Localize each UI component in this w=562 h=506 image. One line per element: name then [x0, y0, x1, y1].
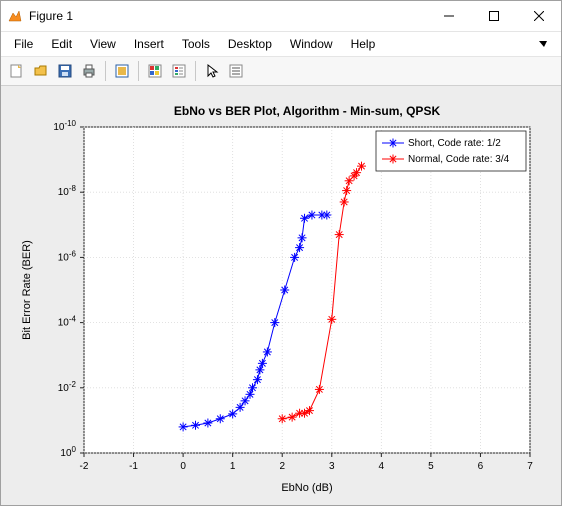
matlab-logo-icon — [7, 8, 23, 24]
svg-text:-2: -2 — [80, 461, 89, 472]
svg-text:1: 1 — [230, 461, 236, 472]
menu-tools[interactable]: Tools — [173, 37, 219, 51]
svg-text:-1: -1 — [129, 461, 138, 472]
axes[interactable]: 10010-210-410-610-810-10-2-101234567EbNo… — [10, 91, 552, 501]
svg-text:Bit Error Rate (BER): Bit Error Rate (BER) — [21, 240, 33, 340]
svg-text:3: 3 — [329, 461, 335, 472]
svg-text:Normal, Code rate: 3/4: Normal, Code rate: 3/4 — [408, 154, 510, 165]
window-title: Figure 1 — [29, 9, 426, 23]
collapse-toolstrip-button[interactable] — [529, 39, 557, 49]
open-icon — [33, 63, 49, 79]
figure-window: Figure 1 File Edit View Insert Tools Des… — [0, 0, 562, 506]
menu-help[interactable]: Help — [342, 37, 385, 51]
arrow-icon — [204, 63, 220, 79]
svg-text:7: 7 — [527, 461, 533, 472]
menubar: File Edit View Insert Tools Desktop Wind… — [1, 32, 561, 57]
maximize-icon — [489, 11, 499, 21]
svg-text:6: 6 — [478, 461, 484, 472]
svg-text:EbNo (dB): EbNo (dB) — [281, 482, 332, 494]
minimize-icon — [444, 11, 454, 21]
print-button[interactable] — [78, 60, 100, 82]
chevron-down-icon — [538, 39, 548, 49]
print-icon — [81, 63, 97, 79]
insert-colorbar-button[interactable] — [144, 60, 166, 82]
colorbar-icon — [147, 63, 163, 79]
menu-edit[interactable]: Edit — [42, 37, 81, 51]
close-button[interactable] — [516, 2, 561, 31]
toolbar-separator — [105, 61, 106, 81]
data-cursor-icon — [114, 63, 130, 79]
maximize-button[interactable] — [471, 2, 516, 31]
menu-insert[interactable]: Insert — [125, 37, 173, 51]
menu-window[interactable]: Window — [281, 37, 342, 51]
insert-legend-button[interactable] — [168, 60, 190, 82]
svg-text:2: 2 — [279, 461, 285, 472]
svg-text:EbNo vs BER Plot, Algorithm -: EbNo vs BER Plot, Algorithm - Min-sum, Q… — [174, 104, 441, 118]
open-button[interactable] — [30, 60, 52, 82]
figure-area: 10010-210-410-610-810-10-2-101234567EbNo… — [1, 86, 561, 505]
toolbar-separator — [138, 61, 139, 81]
edit-plot-button[interactable] — [225, 60, 247, 82]
pointer-button[interactable] — [201, 60, 223, 82]
new-figure-icon — [9, 63, 25, 79]
svg-text:4: 4 — [379, 461, 385, 472]
minimize-button[interactable] — [426, 2, 471, 31]
edit-plot-icon — [228, 63, 244, 79]
data-cursor-button[interactable] — [111, 60, 133, 82]
save-icon — [57, 63, 73, 79]
svg-text:5: 5 — [428, 461, 434, 472]
close-icon — [534, 11, 544, 21]
menu-file[interactable]: File — [5, 37, 42, 51]
save-button[interactable] — [54, 60, 76, 82]
menu-view[interactable]: View — [81, 37, 125, 51]
titlebar: Figure 1 — [1, 1, 561, 32]
svg-text:Short, Code rate: 1/2: Short, Code rate: 1/2 — [408, 138, 501, 149]
svg-text:0: 0 — [180, 461, 186, 472]
toolbar-separator — [195, 61, 196, 81]
menu-desktop[interactable]: Desktop — [219, 37, 281, 51]
toolbar — [1, 57, 561, 86]
legend-icon — [171, 63, 187, 79]
new-figure-button[interactable] — [6, 60, 28, 82]
